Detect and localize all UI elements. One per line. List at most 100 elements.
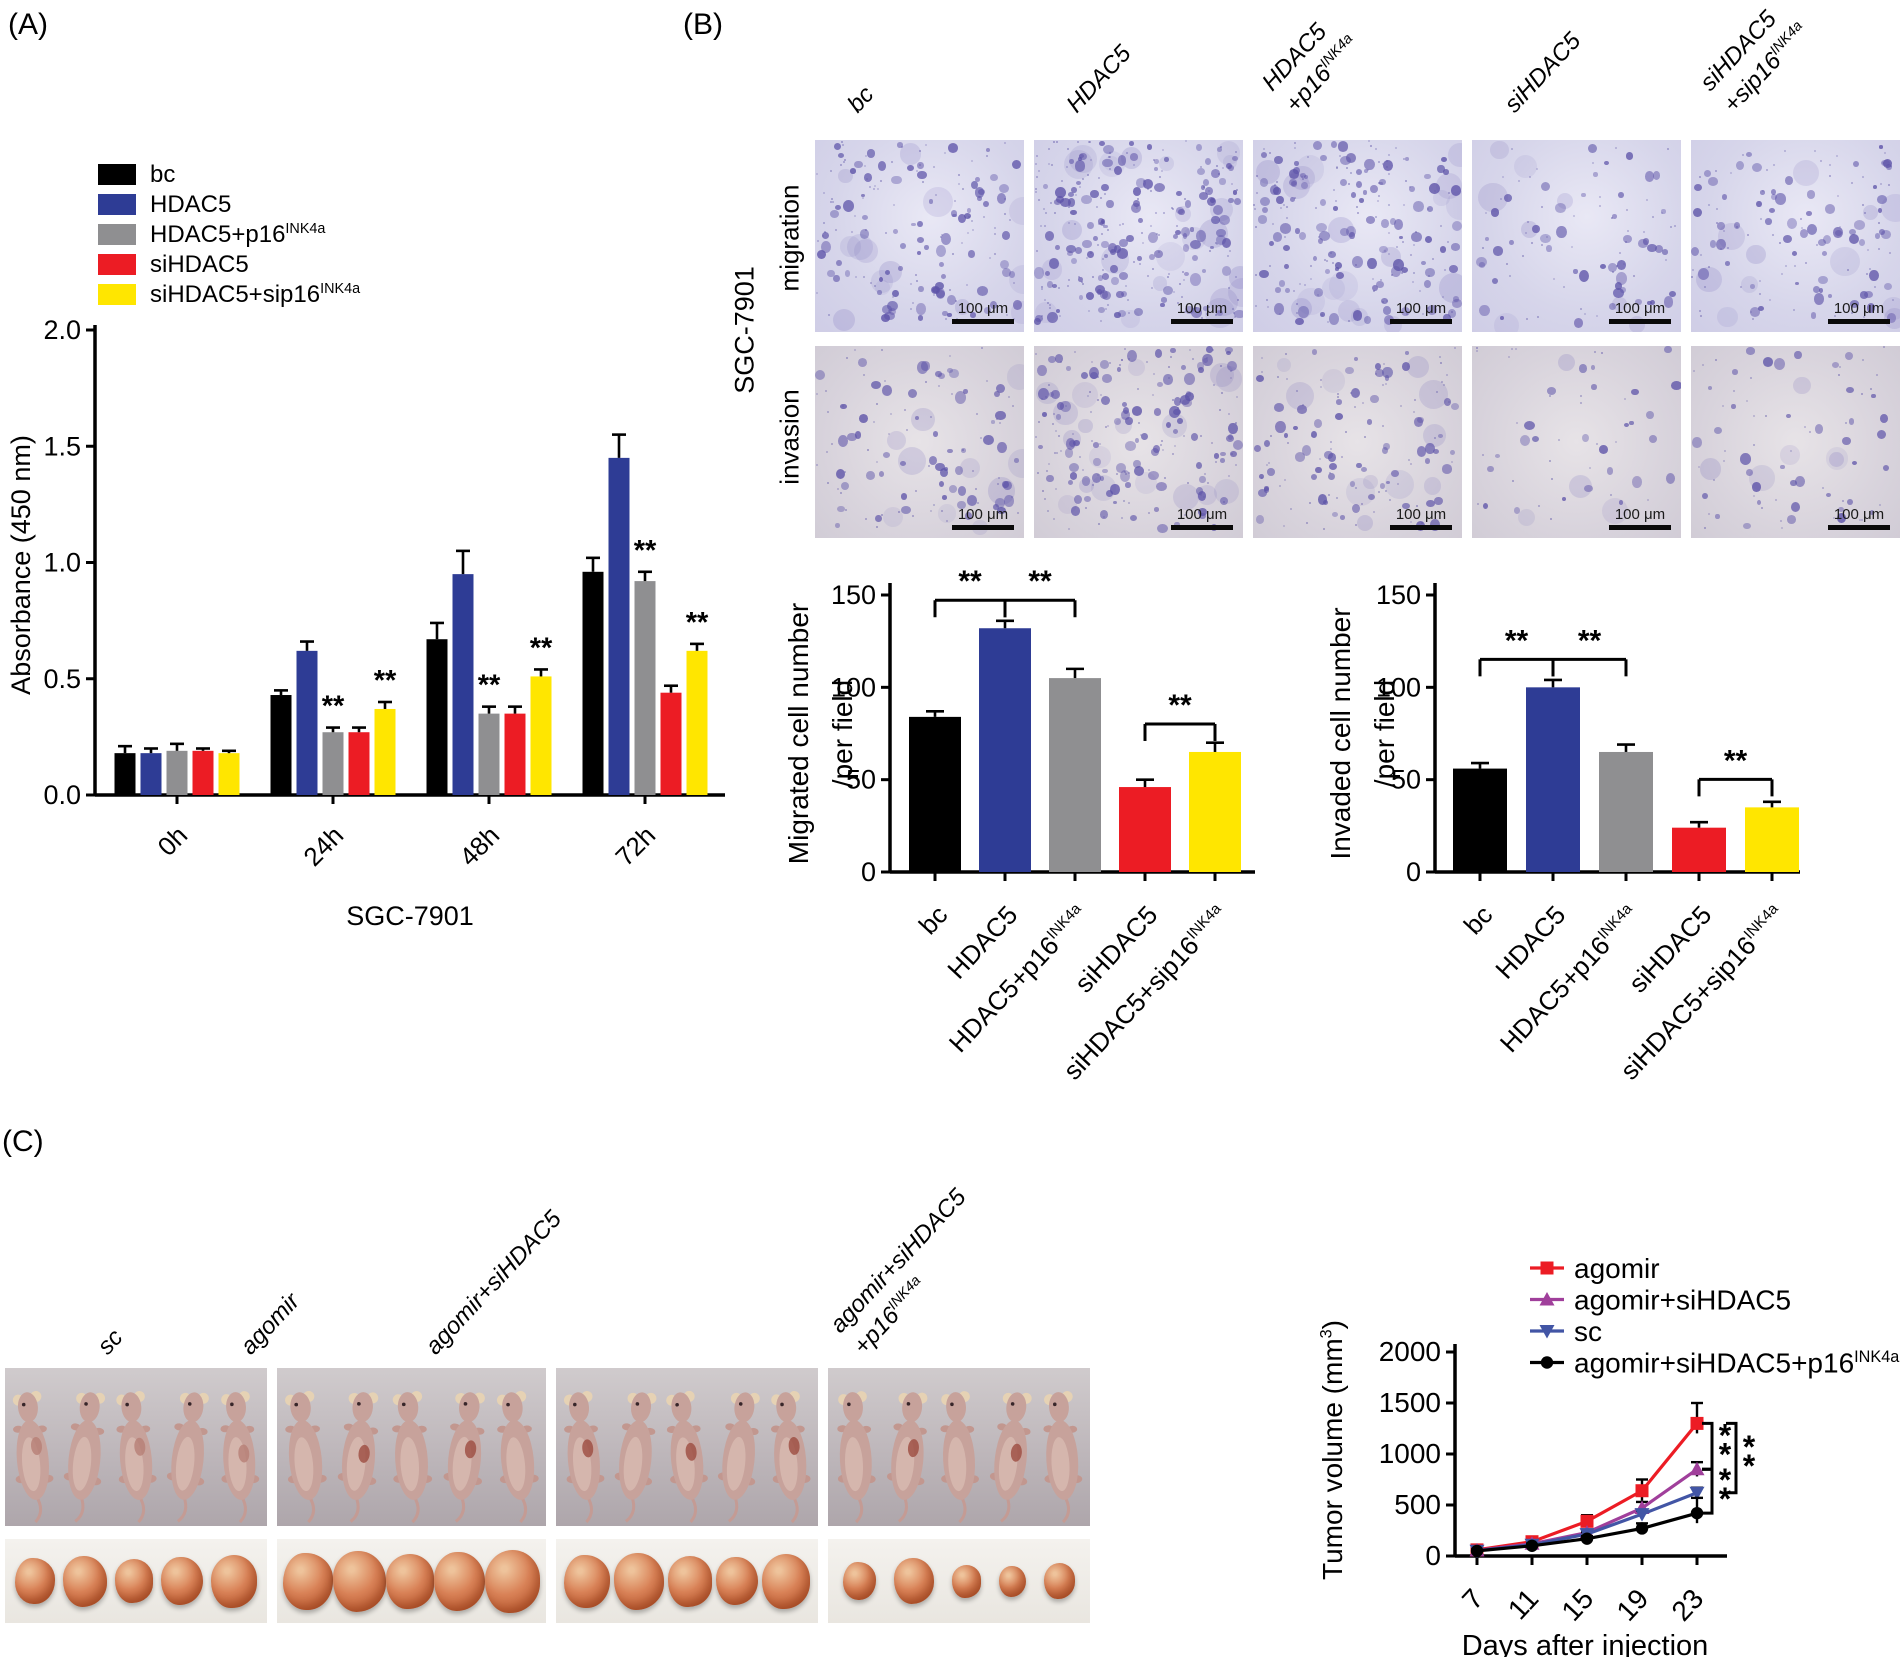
cell-speckle — [1235, 396, 1238, 399]
cell-dot — [1220, 451, 1226, 457]
cell-speckle — [1722, 404, 1725, 407]
cell-speckle — [944, 317, 947, 320]
cell-speckle — [1626, 230, 1629, 233]
x-tick-label: 15 — [1555, 1583, 1599, 1627]
cell-speckle — [1701, 363, 1704, 366]
cell-speckle — [1319, 457, 1322, 460]
group-label-line: agomir — [235, 1287, 306, 1360]
cell-dot — [1206, 346, 1213, 353]
cell-speckle — [1234, 421, 1237, 424]
cell-speckle — [1064, 404, 1067, 407]
cell-speckle — [1172, 398, 1175, 401]
cell-dot — [1789, 479, 1797, 487]
cell-dot — [1190, 239, 1202, 250]
mouse-eye — [1053, 1402, 1057, 1407]
cell-dot — [1509, 239, 1515, 246]
marker-triangle-up — [1539, 1292, 1555, 1306]
cell-speckle — [1422, 312, 1425, 315]
cell-dot — [1864, 290, 1874, 299]
cell-blob — [1741, 275, 1759, 294]
legend-swatch-HDAC5 — [98, 194, 136, 215]
cell-speckle — [933, 504, 936, 507]
cell-dot — [1382, 159, 1393, 171]
cell-dot — [1752, 482, 1761, 492]
cell-dot — [930, 286, 940, 295]
column-label-line: siHDAC5 — [1498, 27, 1586, 118]
cell-speckle — [1335, 199, 1338, 202]
cell-speckle — [1036, 250, 1039, 253]
cell-speckle — [845, 508, 848, 511]
cell-speckle — [1726, 246, 1729, 249]
cell-dot — [947, 368, 953, 374]
cell-speckle — [1387, 232, 1390, 235]
cell-dot — [881, 305, 893, 314]
cell-speckle — [1580, 395, 1583, 398]
cell-speckle — [1052, 423, 1055, 426]
mice-illustration — [12, 1390, 260, 1524]
cell-dot — [1055, 244, 1061, 251]
legend-label: HDAC5+p16INK4a — [150, 220, 326, 248]
cell-dot — [1608, 262, 1617, 272]
cell-speckle — [994, 233, 997, 236]
significance-stars: ** — [1724, 744, 1748, 777]
cell-dot — [1012, 300, 1023, 310]
cell-dot — [1452, 299, 1462, 308]
cell-speckle — [1098, 222, 1101, 225]
microscopy-grid: 100 μm 100 μm 100 μm 100 μm 100 μm 100 μm 100 … — [815, 140, 1900, 538]
cell-dot — [1067, 250, 1074, 256]
cell-speckle — [1122, 500, 1125, 503]
cell-speckle — [1261, 371, 1263, 374]
cell-dot — [996, 383, 1006, 394]
cell-speckle — [1440, 381, 1443, 384]
cell-blob — [1357, 514, 1374, 531]
cell-speckle — [1220, 392, 1223, 395]
cell-speckle — [1097, 474, 1100, 477]
mouse-eye — [675, 1402, 679, 1407]
cell-dot — [906, 164, 915, 172]
cell-dot — [886, 300, 898, 312]
cell-blob — [1862, 204, 1878, 220]
cell-speckle — [1059, 450, 1062, 453]
cell-dot — [1335, 271, 1345, 280]
cell-dot — [1877, 208, 1883, 214]
cell-dot — [918, 285, 925, 293]
cell-speckle — [1773, 164, 1776, 167]
cell-dot — [1259, 269, 1269, 278]
cell-speckle — [876, 525, 879, 528]
cell-speckle — [1780, 526, 1783, 529]
cell-dot — [1156, 523, 1168, 534]
cell-dot — [1259, 473, 1265, 480]
cell-speckle — [1254, 305, 1257, 308]
cell-dot — [1339, 515, 1345, 520]
legend-label-sc: sc — [1574, 1316, 1602, 1347]
mouse-belly — [623, 1436, 643, 1491]
cell-speckle — [1128, 472, 1131, 475]
cell-speckle — [1089, 140, 1092, 143]
cell-speckle — [1184, 394, 1187, 397]
cell-speckle — [1181, 296, 1184, 299]
cell-dot — [1661, 209, 1666, 214]
cell-speckle — [1698, 309, 1701, 312]
panel-b-letter: (B) — [683, 8, 723, 41]
cell-speckle — [1809, 430, 1812, 433]
cell-dot — [983, 307, 992, 314]
cell-speckle — [1878, 504, 1881, 507]
mouse-group-label-0: sc — [92, 1324, 128, 1360]
tumor-photo — [211, 1554, 257, 1608]
cell-blob — [1883, 308, 1900, 330]
cell-dot — [914, 415, 920, 421]
cell-speckle — [1081, 283, 1084, 286]
cell-speckle — [1037, 199, 1040, 202]
cell-speckle — [1382, 301, 1385, 304]
cell-dot — [1189, 227, 1195, 232]
cell-speckle — [952, 253, 955, 256]
cell-speckle — [1181, 270, 1184, 273]
cell-speckle — [1147, 188, 1150, 191]
mouse-eye — [906, 1402, 911, 1406]
cell-speckle — [1814, 149, 1817, 152]
cell-dot — [1219, 458, 1226, 463]
cell-speckle — [954, 299, 957, 302]
cell-blob — [1071, 381, 1098, 408]
cell-speckle — [1447, 192, 1450, 195]
